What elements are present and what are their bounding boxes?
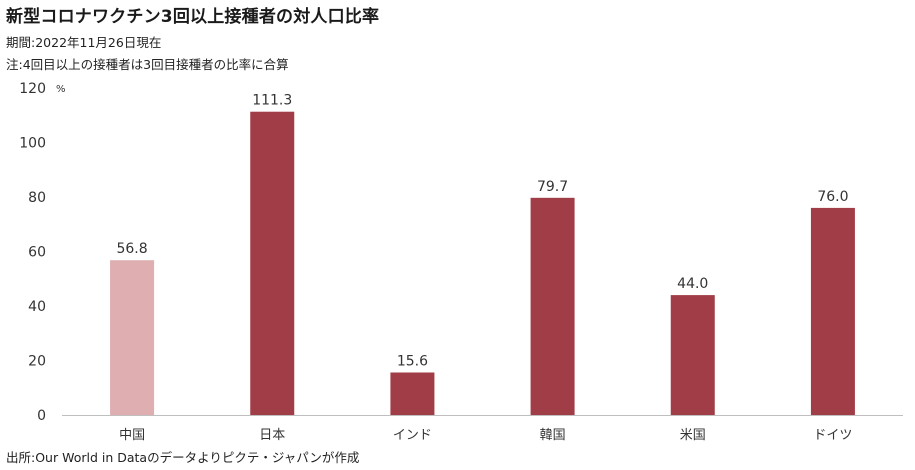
bar <box>390 372 435 415</box>
y-unit-label: % <box>56 84 66 95</box>
x-tick-label: 米国 <box>680 428 706 443</box>
x-tick-label: 韓国 <box>540 428 566 443</box>
y-tick-label: 0 <box>37 408 46 424</box>
data-label: 79.7 <box>537 179 568 195</box>
y-axis: 0 20 40 60 80 100 120% <box>19 81 65 424</box>
data-label: 76.0 <box>817 189 848 205</box>
period-note: 期間:2022年11月26日現在 <box>6 35 162 50</box>
y-tick-label: 60 <box>28 245 46 261</box>
data-label: 111.3 <box>252 93 292 109</box>
y-tick-label: 40 <box>28 299 46 315</box>
bar <box>110 260 155 415</box>
footnote: 注:4回目以上の接種者は3回目接種者の比率に合算 <box>6 57 289 72</box>
y-tick-label: 80 <box>28 190 46 206</box>
x-axis: 中国 日本 インド 韓国 米国 ドイツ <box>62 415 903 443</box>
data-label: 15.6 <box>397 353 428 369</box>
source-note: 出所:Our World in Dataのデータよりピクテ・ジャパンが作成 <box>6 450 360 465</box>
bar <box>530 197 575 415</box>
y-tick-label: 20 <box>28 354 46 370</box>
bar <box>250 111 295 416</box>
x-tick-label: 中国 <box>119 428 145 443</box>
chart-title: 新型コロナワクチン3回以上接種者の対人口比率 <box>6 7 380 27</box>
y-tick-label: 100 <box>19 136 46 152</box>
data-label: 44.0 <box>677 276 708 292</box>
bar <box>670 295 715 415</box>
bars: 56.8 111.3 15.6 79.7 44.0 76.0 <box>110 93 855 416</box>
y-tick-label: 120 <box>19 81 46 97</box>
bar <box>810 207 855 415</box>
x-tick-label: 日本 <box>259 428 285 443</box>
x-tick-label: インド <box>393 428 432 443</box>
x-tick-label: ドイツ <box>813 428 852 443</box>
data-label: 56.8 <box>116 241 147 257</box>
